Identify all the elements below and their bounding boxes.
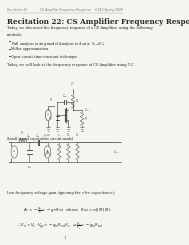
Text: Low frequency voltage gain (ignoring the c-b-e capacitance):: Low frequency voltage gain (ignoring the… xyxy=(7,191,115,195)
Text: $C_{gs}$: $C_{gs}$ xyxy=(26,132,32,139)
Text: $V_{out}$: $V_{out}$ xyxy=(84,106,91,114)
Text: $C_{gd}$: $C_{gd}$ xyxy=(35,132,41,139)
Text: $R_L$: $R_L$ xyxy=(84,115,89,123)
Text: Miller approximation: Miller approximation xyxy=(11,47,48,51)
Text: Recitation 22: CS Amplifier Frequency Response: Recitation 22: CS Amplifier Frequency Re… xyxy=(7,18,189,26)
Text: $C_{gd}$: $C_{gd}$ xyxy=(62,92,68,99)
Text: $v_s$: $v_s$ xyxy=(46,112,50,118)
Text: Today, we will look at the frequency response of CS Amplifier using T.C.: Today, we will look at the frequency res… xyxy=(7,63,135,67)
Text: $R_s$: $R_s$ xyxy=(20,129,25,137)
Text: CS Amplifier Frequency Response: CS Amplifier Frequency Response xyxy=(40,8,91,12)
Text: Open circuit time-constant technique: Open circuit time-constant technique xyxy=(11,55,77,59)
Text: $V_{out}$: $V_{out}$ xyxy=(113,148,120,156)
Text: 6.012 Spring 2009: 6.012 Spring 2009 xyxy=(95,8,123,12)
Text: $A_v = -\frac{g_m}{1} = -g_m R_{out}$  where  $R_{out} = r_o||R_C||R_L$: $A_v = -\frac{g_m}{1} = -g_m R_{out}$ wh… xyxy=(23,206,112,216)
Text: Recitation 22: Recitation 22 xyxy=(7,8,27,12)
Text: $R_s$: $R_s$ xyxy=(49,97,53,104)
Text: $r_o$: $r_o$ xyxy=(57,133,61,139)
Text: Full analysis (using model Analysis to derive $V_{out}/V_s$): Full analysis (using model Analysis to d… xyxy=(11,40,106,48)
Text: $R_D$: $R_D$ xyxy=(75,98,81,106)
Text: methods:: methods: xyxy=(7,33,24,37)
Text: Small signal equivalent circuit model: Small signal equivalent circuit model xyxy=(7,137,74,141)
Text: Today, we discussed the frequency response of a CE Amplifier, using the followin: Today, we discussed the frequency respon… xyxy=(7,26,153,30)
Text: 1: 1 xyxy=(64,236,66,240)
Text: $v_{gs}$: $v_{gs}$ xyxy=(27,164,32,170)
Text: $\therefore V_o = V_s \cdot V_{gs} = -g_m R_{out} V_s$  $\Rightarrow \frac{V_o}{: $\therefore V_o = V_s \cdot V_{gs} = -g_… xyxy=(17,220,104,233)
Text: $V^+$: $V^+$ xyxy=(70,81,76,88)
Text: $g_m v_{gs}$: $g_m v_{gs}$ xyxy=(43,133,52,139)
Text: $R_L$: $R_L$ xyxy=(75,132,80,139)
Text: $R_D$: $R_D$ xyxy=(66,132,71,139)
Text: $v_s$: $v_s$ xyxy=(12,149,16,155)
Text: $C_{gs}$: $C_{gs}$ xyxy=(48,114,54,121)
